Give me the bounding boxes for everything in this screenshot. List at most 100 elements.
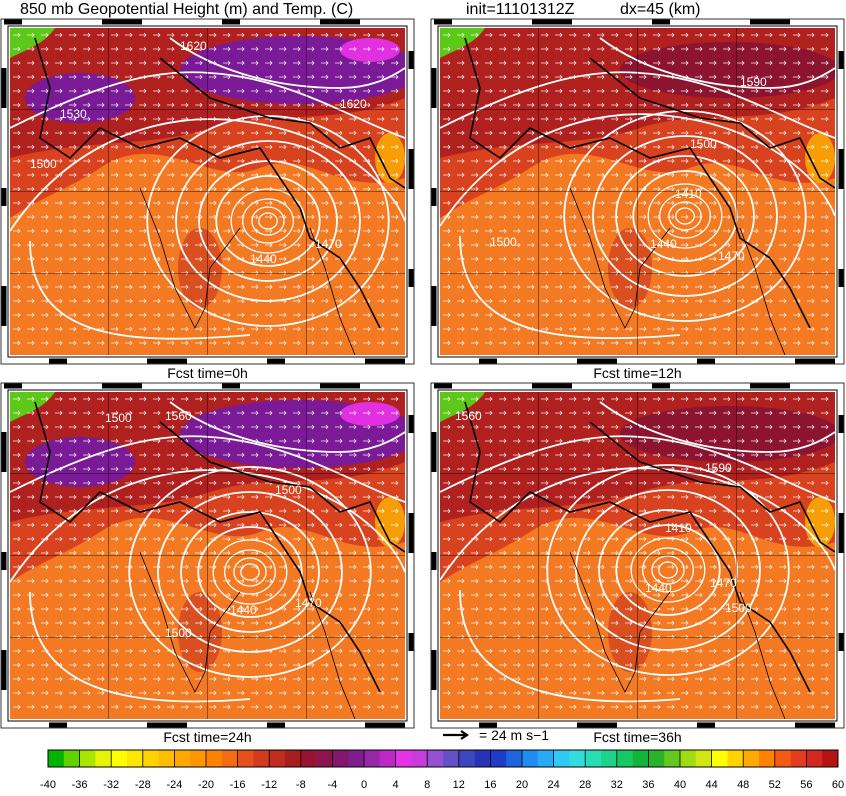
contour-label: 1470 [710, 576, 737, 590]
height-contour [212, 539, 288, 605]
title: 850 mb Geopotential Height (m) and Temp.… [20, 1, 353, 18]
colorbar-cell [316, 750, 333, 767]
colorbar-cell [727, 750, 744, 767]
height-contour [615, 155, 755, 277]
contour-label: 1470 [295, 596, 322, 610]
panel-caption: Fcst time=24h [163, 729, 251, 745]
height-contour [240, 563, 260, 581]
panel-border [1, 19, 414, 364]
contour-label: 1470 [315, 237, 342, 251]
colorbar-tick-label: -28 [135, 779, 151, 791]
colorbar-cell [79, 750, 96, 767]
panel-outline [430, 382, 845, 729]
colorbar-tick-label: -40 [40, 779, 56, 791]
colorbar-tick-label: 4 [393, 779, 399, 791]
height-contour [615, 524, 721, 616]
colorbar-cell [63, 750, 80, 767]
colorbar-cell [790, 750, 807, 767]
colorbar-tick-label: 40 [674, 779, 686, 791]
colorbar-cell [806, 750, 823, 767]
colorbar-tick-label: -24 [166, 779, 182, 791]
map-field: 1560 1590 1410 1440 1470 1500 [440, 392, 835, 719]
colorbar-cell [522, 750, 539, 767]
colorbar-cell [300, 750, 317, 767]
height-contour [440, 113, 835, 227]
country-border [34, 401, 381, 693]
map-panel: 1560 1590 1410 1440 1470 1500 [430, 382, 845, 729]
colorbar-cell [253, 750, 270, 767]
country-border [589, 421, 835, 553]
height-contour [598, 509, 738, 631]
map-panel: 1500 1560 1500 1440 1470 1500 [0, 382, 415, 729]
height-contour [459, 235, 681, 339]
height-contour [29, 591, 251, 703]
height-contour [10, 71, 405, 139]
height-contour [642, 547, 694, 593]
height-contour [651, 555, 685, 585]
height-contour [10, 118, 405, 232]
country-border [589, 57, 835, 189]
height-contour [599, 401, 835, 453]
panel-border [1, 383, 414, 728]
height-contour [224, 549, 276, 595]
contour-label: 1440 [645, 581, 672, 595]
colorbar-cell [616, 750, 633, 767]
height-contour [440, 467, 835, 581]
height-contour [128, 466, 372, 678]
height-contour [546, 464, 790, 676]
contour-label: 1620 [340, 97, 367, 111]
vector-reference: = 24 m s−1 [443, 727, 549, 743]
colorbar-cell [206, 750, 223, 767]
contour-label: 1590 [705, 461, 732, 475]
panel-caption: Fcst time=0h [167, 365, 248, 381]
height-contour [440, 435, 835, 503]
colorbar-cell [695, 750, 712, 767]
contour-label: 1410 [665, 521, 692, 535]
colorbar-tick-label: 44 [705, 779, 717, 791]
colorbar-cell [379, 750, 396, 767]
colorbar-cell [364, 750, 381, 767]
coastline [569, 551, 671, 693]
contour-label: 1560 [455, 409, 482, 423]
height-contour [175, 140, 361, 302]
country-border [159, 57, 405, 189]
contour-label: 1530 [60, 107, 87, 121]
colorbar-tick-label: 28 [579, 779, 591, 791]
panel-frame [437, 389, 838, 722]
colorbar-cell [774, 750, 791, 767]
panel-border [431, 19, 844, 364]
colorbar-cell [285, 750, 302, 767]
colorbar-tick-label: -20 [198, 779, 214, 791]
height-contour [258, 212, 278, 230]
colorbar-cell [221, 750, 238, 767]
country-border [159, 421, 405, 553]
contour-label: 1440 [250, 252, 277, 266]
map-field: 1500 1560 1500 1440 1470 1500 [10, 392, 405, 719]
contour-label: 1620 [180, 39, 207, 53]
height-contour [440, 71, 835, 139]
height-contour [242, 198, 294, 244]
country-border [464, 37, 811, 329]
panel-outline [430, 18, 845, 365]
height-contour [215, 175, 321, 267]
map-field: 1620 1530 1620 1500 1440 1470 [10, 28, 405, 355]
colorbar-cell [48, 750, 65, 767]
height-contour [592, 135, 778, 297]
colorbar-cell [111, 750, 128, 767]
coastline [139, 187, 241, 329]
height-contour [157, 491, 343, 653]
panel-frame [7, 25, 408, 358]
height-contour [197, 526, 303, 618]
panel-outline [0, 382, 415, 729]
colorbar-tick-label: -36 [72, 779, 88, 791]
colorbar-cell [395, 750, 412, 767]
colorbar-cell [711, 750, 728, 767]
colorbar-tick-label: -32 [103, 779, 119, 791]
panel-frame [7, 389, 408, 722]
colorbar-tick-label: 32 [611, 779, 623, 791]
map-panel: 1590 1500 1410 1440 1470 1500 [430, 18, 845, 365]
coastline [309, 227, 356, 355]
colorbar-cell [443, 750, 460, 767]
colorbar-tick-label: -4 [328, 779, 338, 791]
colorbar-cell [174, 750, 191, 767]
